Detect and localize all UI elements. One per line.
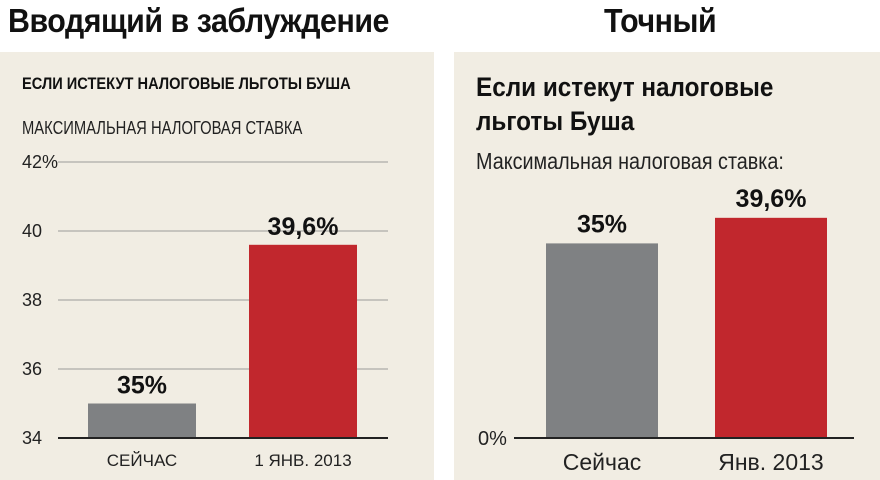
y-tick-label: 40 [22, 221, 42, 241]
x-tick-label: Янв. 2013 [718, 449, 823, 475]
bar [249, 244, 357, 438]
data-label: 35% [117, 372, 167, 400]
x-tick-label: СЕЙЧАС [107, 451, 177, 470]
accurate-heading: Точный [604, 2, 717, 39]
accurate-chart-subtitle: Максимальная налоговая ставка: [476, 148, 784, 174]
data-label: 35% [577, 210, 627, 238]
bar [546, 243, 658, 438]
y-tick-label: 0% [478, 428, 507, 450]
misleading-heading: Вводящий в заблуждение [8, 2, 389, 39]
bar [88, 403, 196, 438]
x-tick-label: Сейчас [563, 449, 642, 475]
x-tick-label: 1 ЯНВ. 2013 [254, 451, 351, 470]
y-tick-label: 34 [22, 428, 42, 448]
accurate-chart-plot: 0% 35% Сейчас 39,6% Янв. 2013 [478, 185, 854, 475]
data-label: 39,6% [268, 213, 339, 241]
data-label: 39,6% [736, 185, 807, 213]
bar [715, 217, 827, 438]
y-tick-label: 42% [22, 152, 58, 172]
y-tick-label: 36 [22, 359, 42, 379]
misleading-chart-plot: 34 36 38 40 42% 35% СЕЙЧАС 39,6% 1 ЯНВ. 2013 [22, 152, 388, 470]
accurate-chart-title: Если истекут налоговые льготы Буша [476, 70, 773, 138]
misleading-chart-title: ЕСЛИ ИСТЕКУТ НАЛОГОВЫЕ ЛЬГОТЫ БУША [22, 74, 351, 93]
y-tick-label: 38 [22, 290, 42, 310]
misleading-chart-subtitle: МАКСИМАЛЬНАЯ НАЛОГОВАЯ СТАВКА [22, 118, 303, 138]
accurate-chart-title-line-1: Если истекут налоговые [476, 72, 774, 102]
accurate-chart-panel: Если истекут налоговые льготы Буша Макси… [454, 52, 880, 480]
accurate-chart-title-line-2: льготы Буша [476, 106, 635, 136]
misleading-chart-panel: ЕСЛИ ИСТЕКУТ НАЛОГОВЫЕ ЛЬГОТЫ БУША МАКСИ… [0, 52, 434, 480]
